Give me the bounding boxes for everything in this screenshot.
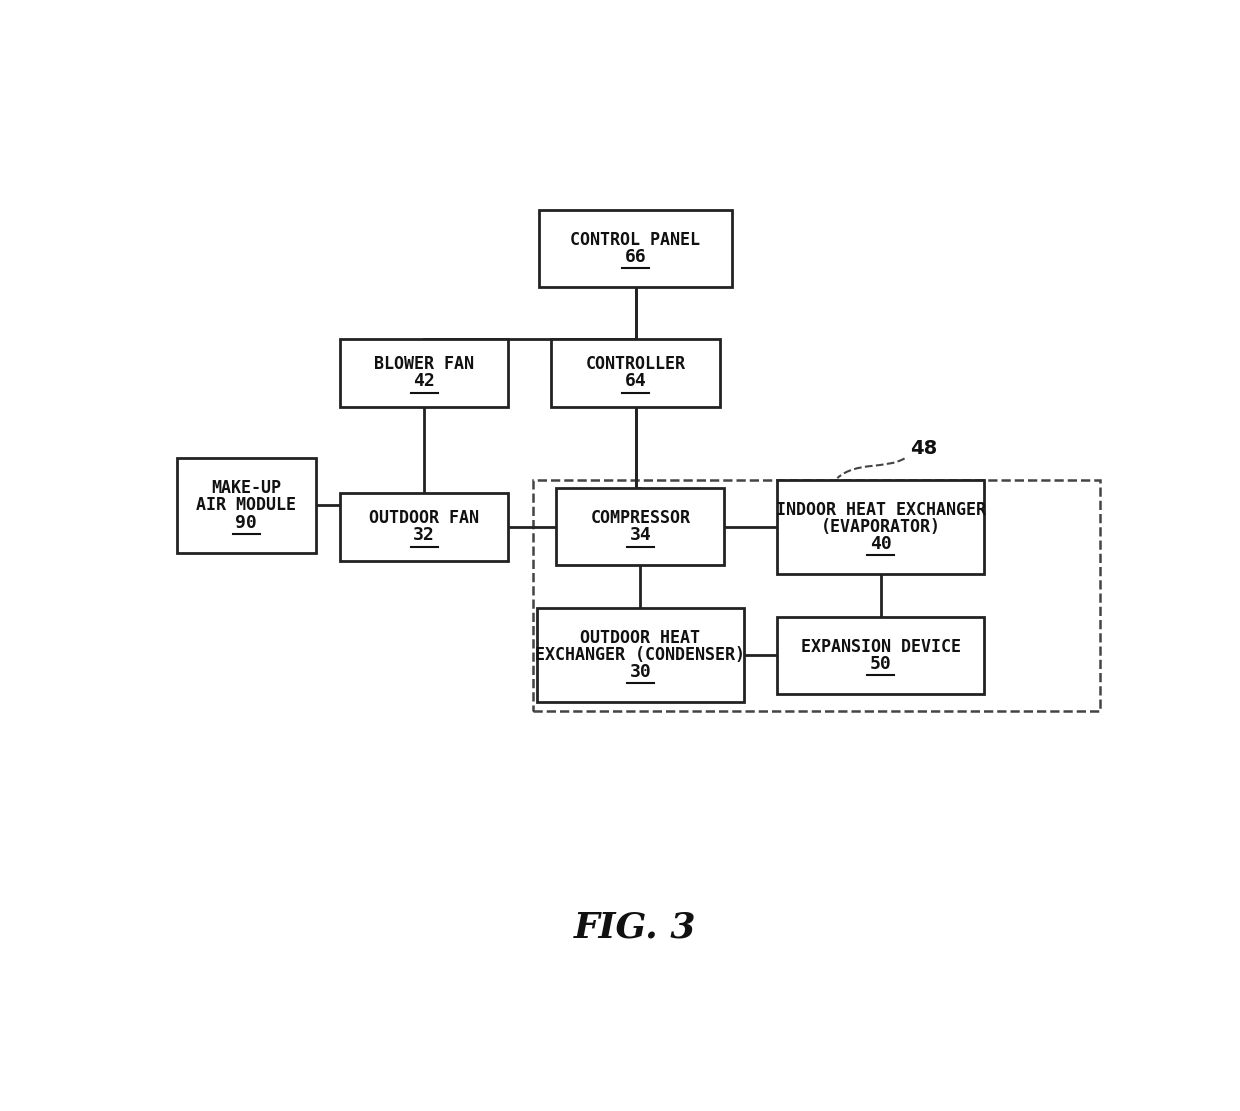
Text: OUTDOOR HEAT: OUTDOOR HEAT bbox=[580, 629, 701, 647]
Text: 30: 30 bbox=[630, 663, 651, 681]
Text: OUTDOOR FAN: OUTDOOR FAN bbox=[370, 509, 479, 528]
Bar bbox=[539, 210, 732, 288]
Text: INDOOR HEAT EXCHANGER: INDOOR HEAT EXCHANGER bbox=[775, 501, 986, 519]
Text: MAKE-UP: MAKE-UP bbox=[211, 479, 281, 498]
Text: EXCHANGER (CONDENSER): EXCHANGER (CONDENSER) bbox=[536, 647, 745, 664]
Text: AIR MODULE: AIR MODULE bbox=[196, 497, 296, 514]
Text: 32: 32 bbox=[413, 527, 435, 544]
Text: COMPRESSOR: COMPRESSOR bbox=[590, 509, 691, 528]
Text: 40: 40 bbox=[869, 534, 892, 553]
Bar bbox=[777, 617, 983, 693]
Text: FIG. 3: FIG. 3 bbox=[574, 910, 697, 944]
Bar bbox=[552, 339, 719, 407]
Text: 48: 48 bbox=[910, 439, 937, 458]
Text: 64: 64 bbox=[625, 372, 646, 390]
Bar bbox=[777, 480, 983, 574]
Text: 66: 66 bbox=[625, 249, 646, 267]
Bar bbox=[537, 608, 744, 702]
Text: (EVAPORATOR): (EVAPORATOR) bbox=[821, 518, 941, 536]
Text: EXPANSION DEVICE: EXPANSION DEVICE bbox=[801, 638, 961, 655]
Text: 42: 42 bbox=[413, 372, 435, 390]
Bar bbox=[340, 492, 508, 561]
Bar bbox=[533, 480, 1100, 711]
Bar bbox=[176, 459, 316, 552]
Bar bbox=[557, 489, 724, 565]
Text: 50: 50 bbox=[869, 654, 892, 673]
Text: 34: 34 bbox=[630, 527, 651, 544]
Bar bbox=[340, 339, 508, 407]
Text: CONTROLLER: CONTROLLER bbox=[585, 356, 686, 373]
Text: CONTROL PANEL: CONTROL PANEL bbox=[570, 231, 701, 249]
Text: 90: 90 bbox=[236, 513, 257, 531]
Text: BLOWER FAN: BLOWER FAN bbox=[374, 356, 474, 373]
